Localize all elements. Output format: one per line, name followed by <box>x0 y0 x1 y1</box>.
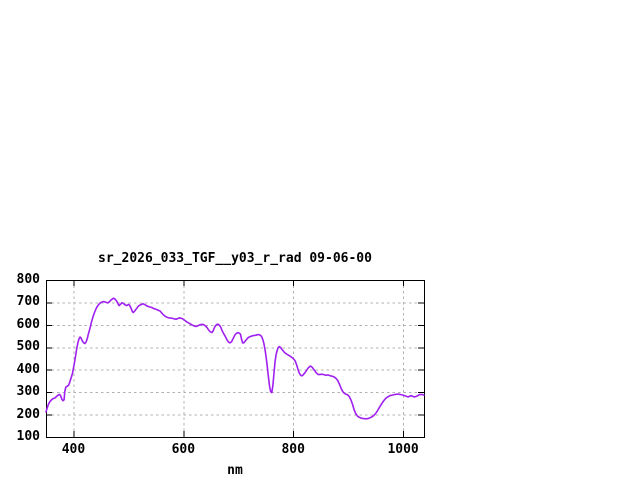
y-tick-label: 400 <box>16 361 40 377</box>
y-tick-label: 500 <box>16 339 40 355</box>
y-tick-label: 100 <box>16 429 40 444</box>
y-tick-label: 200 <box>16 406 40 422</box>
x-tick-label: 800 <box>281 442 305 457</box>
chart-title: sr_2026_033_TGF__y03_r_rad 09-06-00 <box>98 251 372 266</box>
y-tick-label: 700 <box>16 294 40 310</box>
y-tick-label: 600 <box>16 316 40 332</box>
x-tick-label: 400 <box>61 442 86 457</box>
x-tick-label: 600 <box>171 442 196 457</box>
y-tick-label: 800 <box>16 272 40 287</box>
x-axis-label: nm <box>227 463 243 478</box>
spectrum-curve <box>45 297 425 420</box>
plot-border <box>46 280 425 438</box>
y-tick-label: 300 <box>16 384 40 400</box>
x-tick-label: 1000 <box>387 442 419 457</box>
